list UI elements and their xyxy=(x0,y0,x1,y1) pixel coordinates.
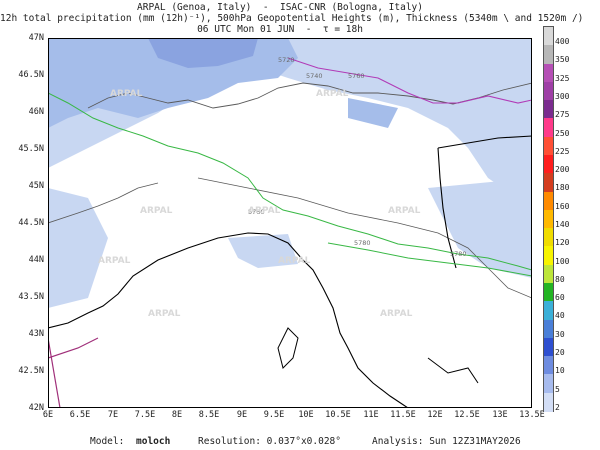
precipitation-colorbar xyxy=(543,26,554,412)
colorbar-segment xyxy=(544,155,553,174)
colorbar-segment xyxy=(544,319,553,339)
lon-label: 7E xyxy=(107,410,119,420)
footer-resolution: Resolution: 0.037°x0.028° xyxy=(198,436,341,447)
lon-label: 12E xyxy=(427,410,443,420)
colorbar-segment xyxy=(544,209,553,229)
colorbar-segment xyxy=(544,81,553,101)
lat-label: 43.5N xyxy=(18,292,44,302)
model-name: moloch xyxy=(136,436,171,447)
lat-label: 45N xyxy=(28,181,44,191)
colorbar-label: 5 xyxy=(555,384,560,394)
colorbar-segment xyxy=(544,246,553,266)
colorbar-segment xyxy=(544,337,553,357)
footer-analysis: Analysis: Sun 12Z31MAY2026 xyxy=(372,436,521,447)
colorbar-segment xyxy=(544,173,553,193)
lon-label: 8.5E xyxy=(198,410,220,420)
colorbar-label: 180 xyxy=(555,183,570,193)
lat-label: 46.5N xyxy=(18,70,44,80)
colorbar-segment xyxy=(544,27,553,46)
colorbar-label: 10 xyxy=(555,366,565,376)
colorbar-label: 2 xyxy=(555,402,560,412)
watermark: ARPAL xyxy=(380,309,413,319)
watermark: ARPAL xyxy=(98,256,131,266)
lon-label: 12.5E xyxy=(454,410,480,420)
colorbar-label: 140 xyxy=(555,220,570,229)
contour-label: 5760 xyxy=(248,208,265,216)
lon-label: 11E xyxy=(363,410,379,420)
lon-label: 7.5E xyxy=(134,410,156,420)
lon-label: 13.5E xyxy=(519,410,545,420)
colorbar-segment xyxy=(544,136,553,156)
lon-label: 8E xyxy=(171,410,183,420)
colorbar-label: 30 xyxy=(555,329,565,339)
contour-label: 5780 xyxy=(450,250,467,258)
colorbar-label: 350 xyxy=(555,55,570,65)
watermark: ARPAL xyxy=(110,89,143,99)
colorbar-segment xyxy=(544,118,553,138)
contour-label: 5720 xyxy=(278,56,295,64)
header-line-2: 12h total precipitation (mm (12h)⁻¹), 50… xyxy=(0,13,584,24)
watermark: ARPAL xyxy=(388,206,421,216)
coastlines xyxy=(48,82,532,408)
colorbar-segment xyxy=(544,283,553,302)
colorbar-label: 120 xyxy=(555,238,570,248)
colorbar-segment xyxy=(544,356,553,376)
lat-label: 43N xyxy=(28,329,44,339)
colorbar-label: 275 xyxy=(555,110,570,120)
colorbar-segment xyxy=(544,63,553,83)
colorbar-segment xyxy=(544,374,553,394)
contour-label: 5740 xyxy=(306,72,323,80)
lon-label: 10.5E xyxy=(325,410,351,420)
watermark: ARPAL xyxy=(140,206,173,216)
watermarks: ARPAL ARPAL ARPAL ARPAL ARPAL ARPAL ARPA… xyxy=(98,89,421,319)
colorbar-segment xyxy=(544,264,553,284)
colorbar-segment xyxy=(544,45,553,65)
colorbar-segment xyxy=(544,191,553,211)
footer-model-label: Model: xyxy=(90,436,125,447)
watermark: ARPAL xyxy=(316,89,349,99)
lon-label: 6E xyxy=(42,410,54,420)
thickness-contours xyxy=(287,57,532,104)
lat-label: 47N xyxy=(28,33,44,43)
colorbar-segment xyxy=(544,301,553,321)
lon-label: 11.5E xyxy=(390,410,416,420)
colorbar-segment xyxy=(544,392,553,412)
geopotential-contours xyxy=(48,92,532,277)
contour-labels: 5720 5740 5760 5760 5780 5780 xyxy=(248,56,467,258)
lon-label: 13E xyxy=(492,410,508,420)
colorbar-label: 100 xyxy=(555,256,570,266)
lon-label: 9E xyxy=(236,410,248,420)
lat-label: 42N xyxy=(28,403,44,413)
watermark: ARPAL xyxy=(148,309,181,319)
colorbar-label: 40 xyxy=(555,311,565,321)
colorbar-label: 325 xyxy=(555,73,570,83)
watermark: ARPAL xyxy=(278,256,311,266)
colorbar-label: 400 xyxy=(555,37,570,47)
colorbar-label: 60 xyxy=(555,293,565,303)
lat-label: 44N xyxy=(28,255,44,265)
lon-label: 6.5E xyxy=(69,410,91,420)
header-line-1: ARPAL (Genoa, Italy) - ISAC-CNR (Bologna… xyxy=(137,2,423,13)
lat-label: 46N xyxy=(28,107,44,117)
colorbar-label: 200 xyxy=(555,165,570,175)
footer-model-value: moloch xyxy=(136,436,170,447)
lon-label: 9.5E xyxy=(263,410,285,420)
colorbar-label: 300 xyxy=(555,92,570,101)
colorbar-segment xyxy=(544,228,553,248)
watermark: ARPAL xyxy=(248,206,281,216)
colorbar-segment xyxy=(544,100,553,120)
lon-label: 10E xyxy=(298,410,314,420)
lat-label: 42.5N xyxy=(18,366,44,376)
colorbar-label: 20 xyxy=(555,348,565,357)
lat-label: 44.5N xyxy=(18,218,44,228)
contour-label: 5780 xyxy=(354,239,371,247)
colorbar-label: 250 xyxy=(555,128,570,138)
colorbar-label: 225 xyxy=(555,146,570,156)
lat-label: 45.5N xyxy=(18,144,44,154)
header-line-3: 06 UTC Mon 01 JUN - τ = 18h xyxy=(197,24,363,35)
precipitation-map: 5720 5740 5760 5760 5780 5780 ARPAL ARPA… xyxy=(48,38,532,408)
colorbar-label: 80 xyxy=(555,274,565,284)
contour-label: 5760 xyxy=(348,72,365,80)
colorbar-label: 160 xyxy=(555,201,570,211)
